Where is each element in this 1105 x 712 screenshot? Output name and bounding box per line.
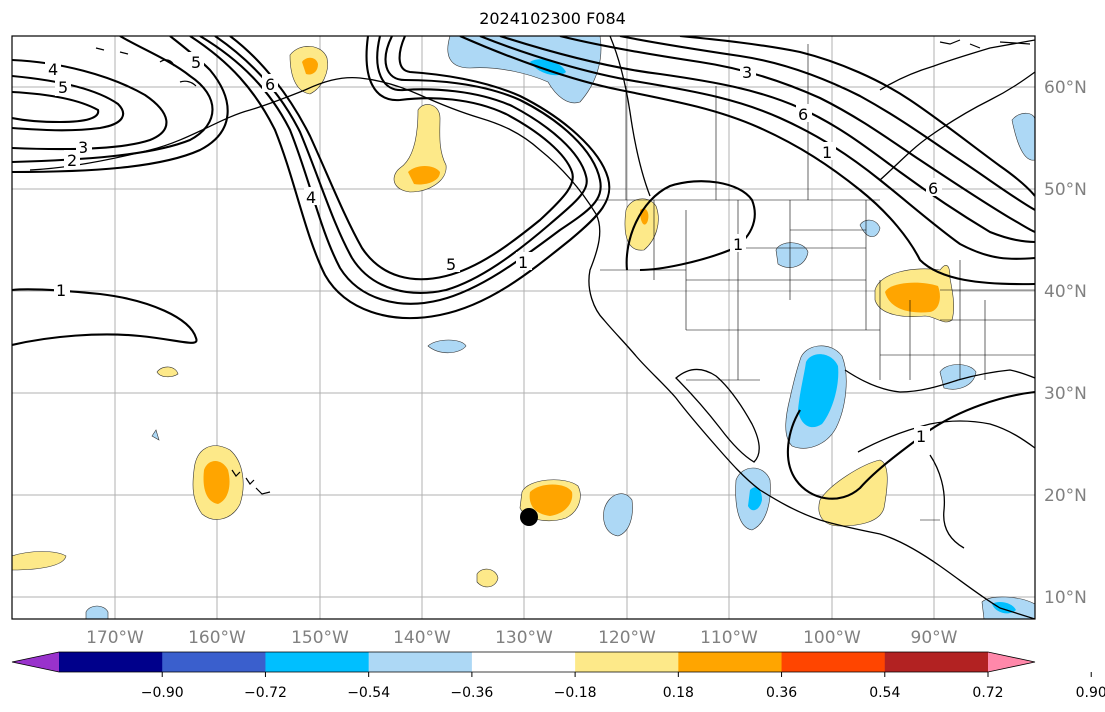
contour-label: 3 [742,63,752,82]
contour-label: 5 [191,53,201,72]
contour-label: 5 [58,78,68,97]
longitude-label: 110°W [700,628,758,648]
colorbar-tick-label: 0.72 [972,685,1003,701]
contour-label: 3 [78,138,88,157]
contour-label: 6 [928,179,938,198]
longitude-label: 100°W [803,628,861,648]
contour-label: 1 [916,427,926,446]
longitude-label: 150°W [291,628,349,648]
colorbar-extend-low [12,652,59,672]
colorbar-cell [162,652,266,672]
latitude-label: 20°N [1044,486,1087,506]
colorbar-tick-label: −0.54 [347,685,390,701]
latitude-label: 50°N [1044,180,1087,200]
colorbar-tick-label: 0.90 [1076,685,1105,701]
latitude-label: 10°N [1044,588,1087,608]
latitude-label: 40°N [1044,282,1087,302]
islands [95,39,1031,495]
colorbar-extend-high [988,652,1035,672]
contour-label: 1 [733,235,743,254]
latitude-labels: 60°N 50°N 40°N 30°N 20°N 10°N [1044,78,1087,608]
colorbar-tick-label: 0.54 [869,685,900,701]
contour-label: 1 [56,281,66,300]
contour-label: 4 [306,188,316,207]
contour-label: 2 [67,151,77,170]
negative-anomaly-north [447,36,602,104]
longitude-label: 140°W [393,628,451,648]
colorbar-tick-label: −0.36 [450,685,493,701]
longitude-label: 170°W [86,628,144,648]
contour-lines [12,36,1035,500]
colorbar-tick-label: −0.18 [554,685,597,701]
storm-center-marker [520,508,538,526]
longitude-labels: 170°W 160°W 150°W 140°W 130°W 120°W 110°… [86,628,958,648]
longitude-label: 90°W [911,628,958,648]
colorbar-tick-label: −0.90 [141,685,184,701]
map-title: 2024102300 F084 [479,9,626,28]
colorbar-tick-label: 0.18 [663,685,694,701]
contour-label: 5 [446,255,456,274]
colorbar-tick-label: −0.72 [244,685,287,701]
colorbar-cell [884,652,989,672]
longitude-label: 130°W [495,628,553,648]
longitude-label: 160°W [188,628,246,648]
coastlines [29,36,1035,619]
colorbar-cell [575,652,679,672]
colorbar-tick-label: 0.36 [766,685,797,701]
colorbar: −0.90 −0.72 −0.54 −0.36 −0.18 0.18 0.36 0.54 0.7… [11,651,1105,701]
colorbar-cell [781,652,886,672]
contour-label: 1 [518,253,528,272]
colorbar-cell [368,652,473,672]
latitude-label: 60°N [1044,78,1087,98]
contour-label: 1 [822,143,832,162]
latitude-label: 30°N [1044,384,1087,404]
contour-label: 6 [798,105,808,124]
colorbar-cell [471,652,576,672]
colorbar-cell [678,652,783,672]
contour-label: 6 [265,75,275,94]
contour-label: 4 [48,60,58,79]
colorbar-cell [59,652,163,672]
longitude-label: 120°W [598,628,656,648]
map-frame [11,35,1036,620]
colorbar-cell [265,652,370,672]
contour-label-group: 4 5 3 2 6 5 4 1 5 1 1 3 6 1 [45,52,942,446]
